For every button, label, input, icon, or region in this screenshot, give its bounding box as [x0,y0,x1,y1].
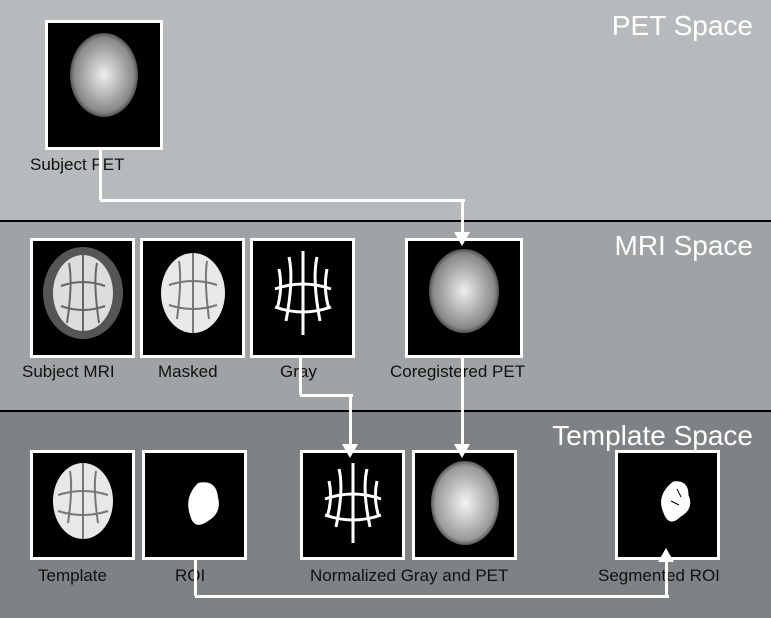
arrow-segment [194,560,197,596]
caption-masked: Masked [158,362,218,382]
arrow-segment [195,595,669,598]
tile-coregistered-pet [405,238,523,358]
roi-blob-icon [156,453,234,545]
arrow-head-icon [658,548,674,562]
arrow-segment [349,395,352,444]
tile-normalized-pet [412,450,517,560]
arrow-segment [665,562,668,596]
caption-coregistered-pet: Coregistered PET [390,362,525,382]
caption-subject-mri: Subject MRI [22,362,115,382]
caption-segmented-roi: Segmented ROI [598,566,720,586]
brain-norm-pet-icon [424,453,506,549]
arrow-segment [300,394,353,397]
caption-roi: ROI [175,566,205,586]
caption-subject-pet: Subject PET [30,155,125,175]
tile-gray [250,238,355,358]
arrow-segment [100,199,465,202]
arrow-segment [461,200,464,232]
arrow-head-icon [454,232,470,246]
tile-subject-mri [30,238,135,358]
tile-template [30,450,135,560]
caption-normalized-gray-pet: Normalized Gray and PET [310,566,508,586]
brain-norm-gray-icon [312,453,394,549]
title-pet-space: PET Space [612,10,753,42]
arrow-head-icon [454,444,470,458]
brain-masked-icon [153,241,233,341]
tile-masked [140,238,245,358]
tile-subject-pet [45,20,163,150]
caption-template: Template [38,566,107,586]
brain-gray-icon [261,241,345,345]
tile-segmented-roi [615,450,720,560]
brain-pet-icon [61,23,147,123]
tile-normalized-gray [300,450,405,560]
arrow-head-icon [342,444,358,458]
arrow-segment [299,358,302,395]
tile-roi [142,450,247,560]
brain-template-icon [44,453,122,545]
arrow-segment [99,150,102,200]
brain-coreg-pet-icon [419,241,509,339]
seg-roi-blob-icon [629,453,707,545]
brain-mri-full-icon [39,241,127,341]
title-mri-space: MRI Space [615,230,754,262]
arrow-segment [461,358,464,444]
title-template-space: Template Space [552,420,753,452]
